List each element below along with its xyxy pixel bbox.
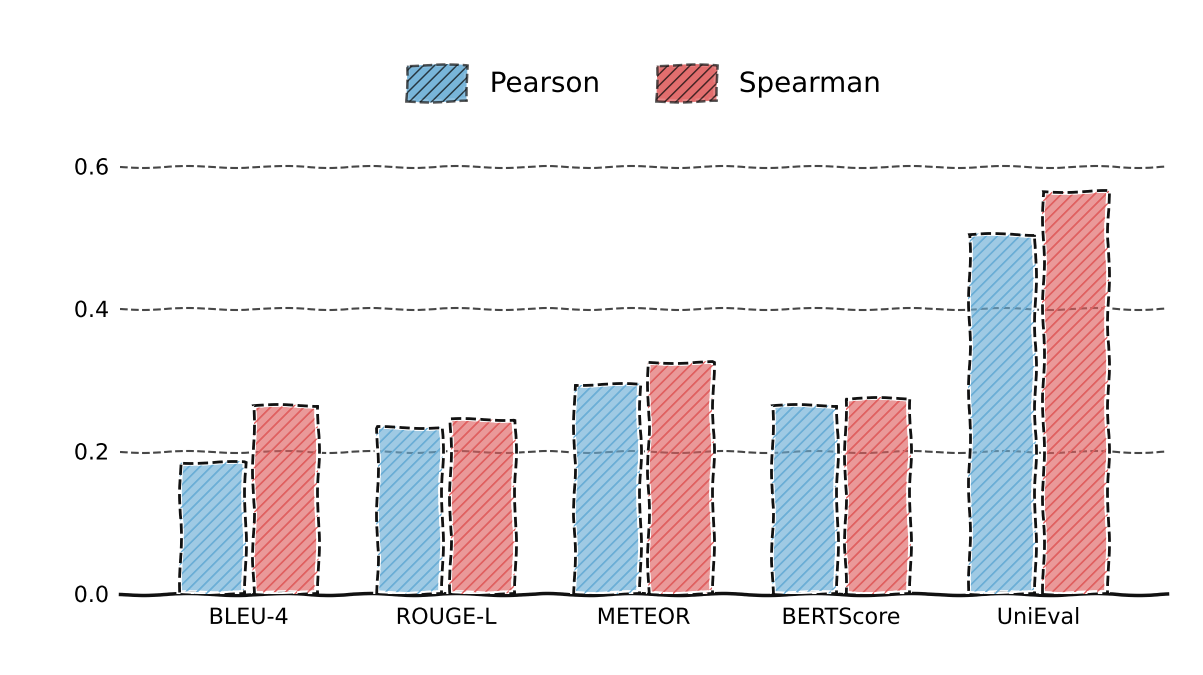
Bar	[772, 405, 837, 594]
Bar	[575, 384, 640, 594]
Bar	[179, 462, 244, 594]
Bar	[647, 362, 712, 594]
Bar	[1043, 192, 1108, 594]
Bar	[179, 462, 244, 594]
Bar	[450, 419, 515, 594]
Bar	[377, 427, 443, 594]
Bar	[450, 419, 515, 594]
Bar	[575, 384, 640, 594]
Bar	[647, 362, 712, 594]
Bar	[772, 405, 837, 594]
Bar	[970, 234, 1035, 594]
Bar	[970, 234, 1035, 594]
Bar	[772, 405, 837, 594]
Bar	[377, 427, 443, 594]
Bar	[647, 362, 712, 594]
Bar	[970, 234, 1035, 594]
Bar	[253, 405, 318, 594]
Bar	[1043, 192, 1108, 594]
Bar	[575, 384, 640, 594]
Bar	[450, 419, 515, 594]
Bar	[845, 398, 911, 594]
Legend: Pearson, Spearman: Pearson, Spearman	[396, 54, 891, 112]
Bar	[1043, 192, 1108, 594]
Bar	[253, 405, 318, 594]
Bar	[377, 427, 443, 594]
Bar	[845, 398, 911, 594]
Bar	[845, 398, 911, 594]
Bar	[253, 405, 318, 594]
Bar	[179, 462, 244, 594]
